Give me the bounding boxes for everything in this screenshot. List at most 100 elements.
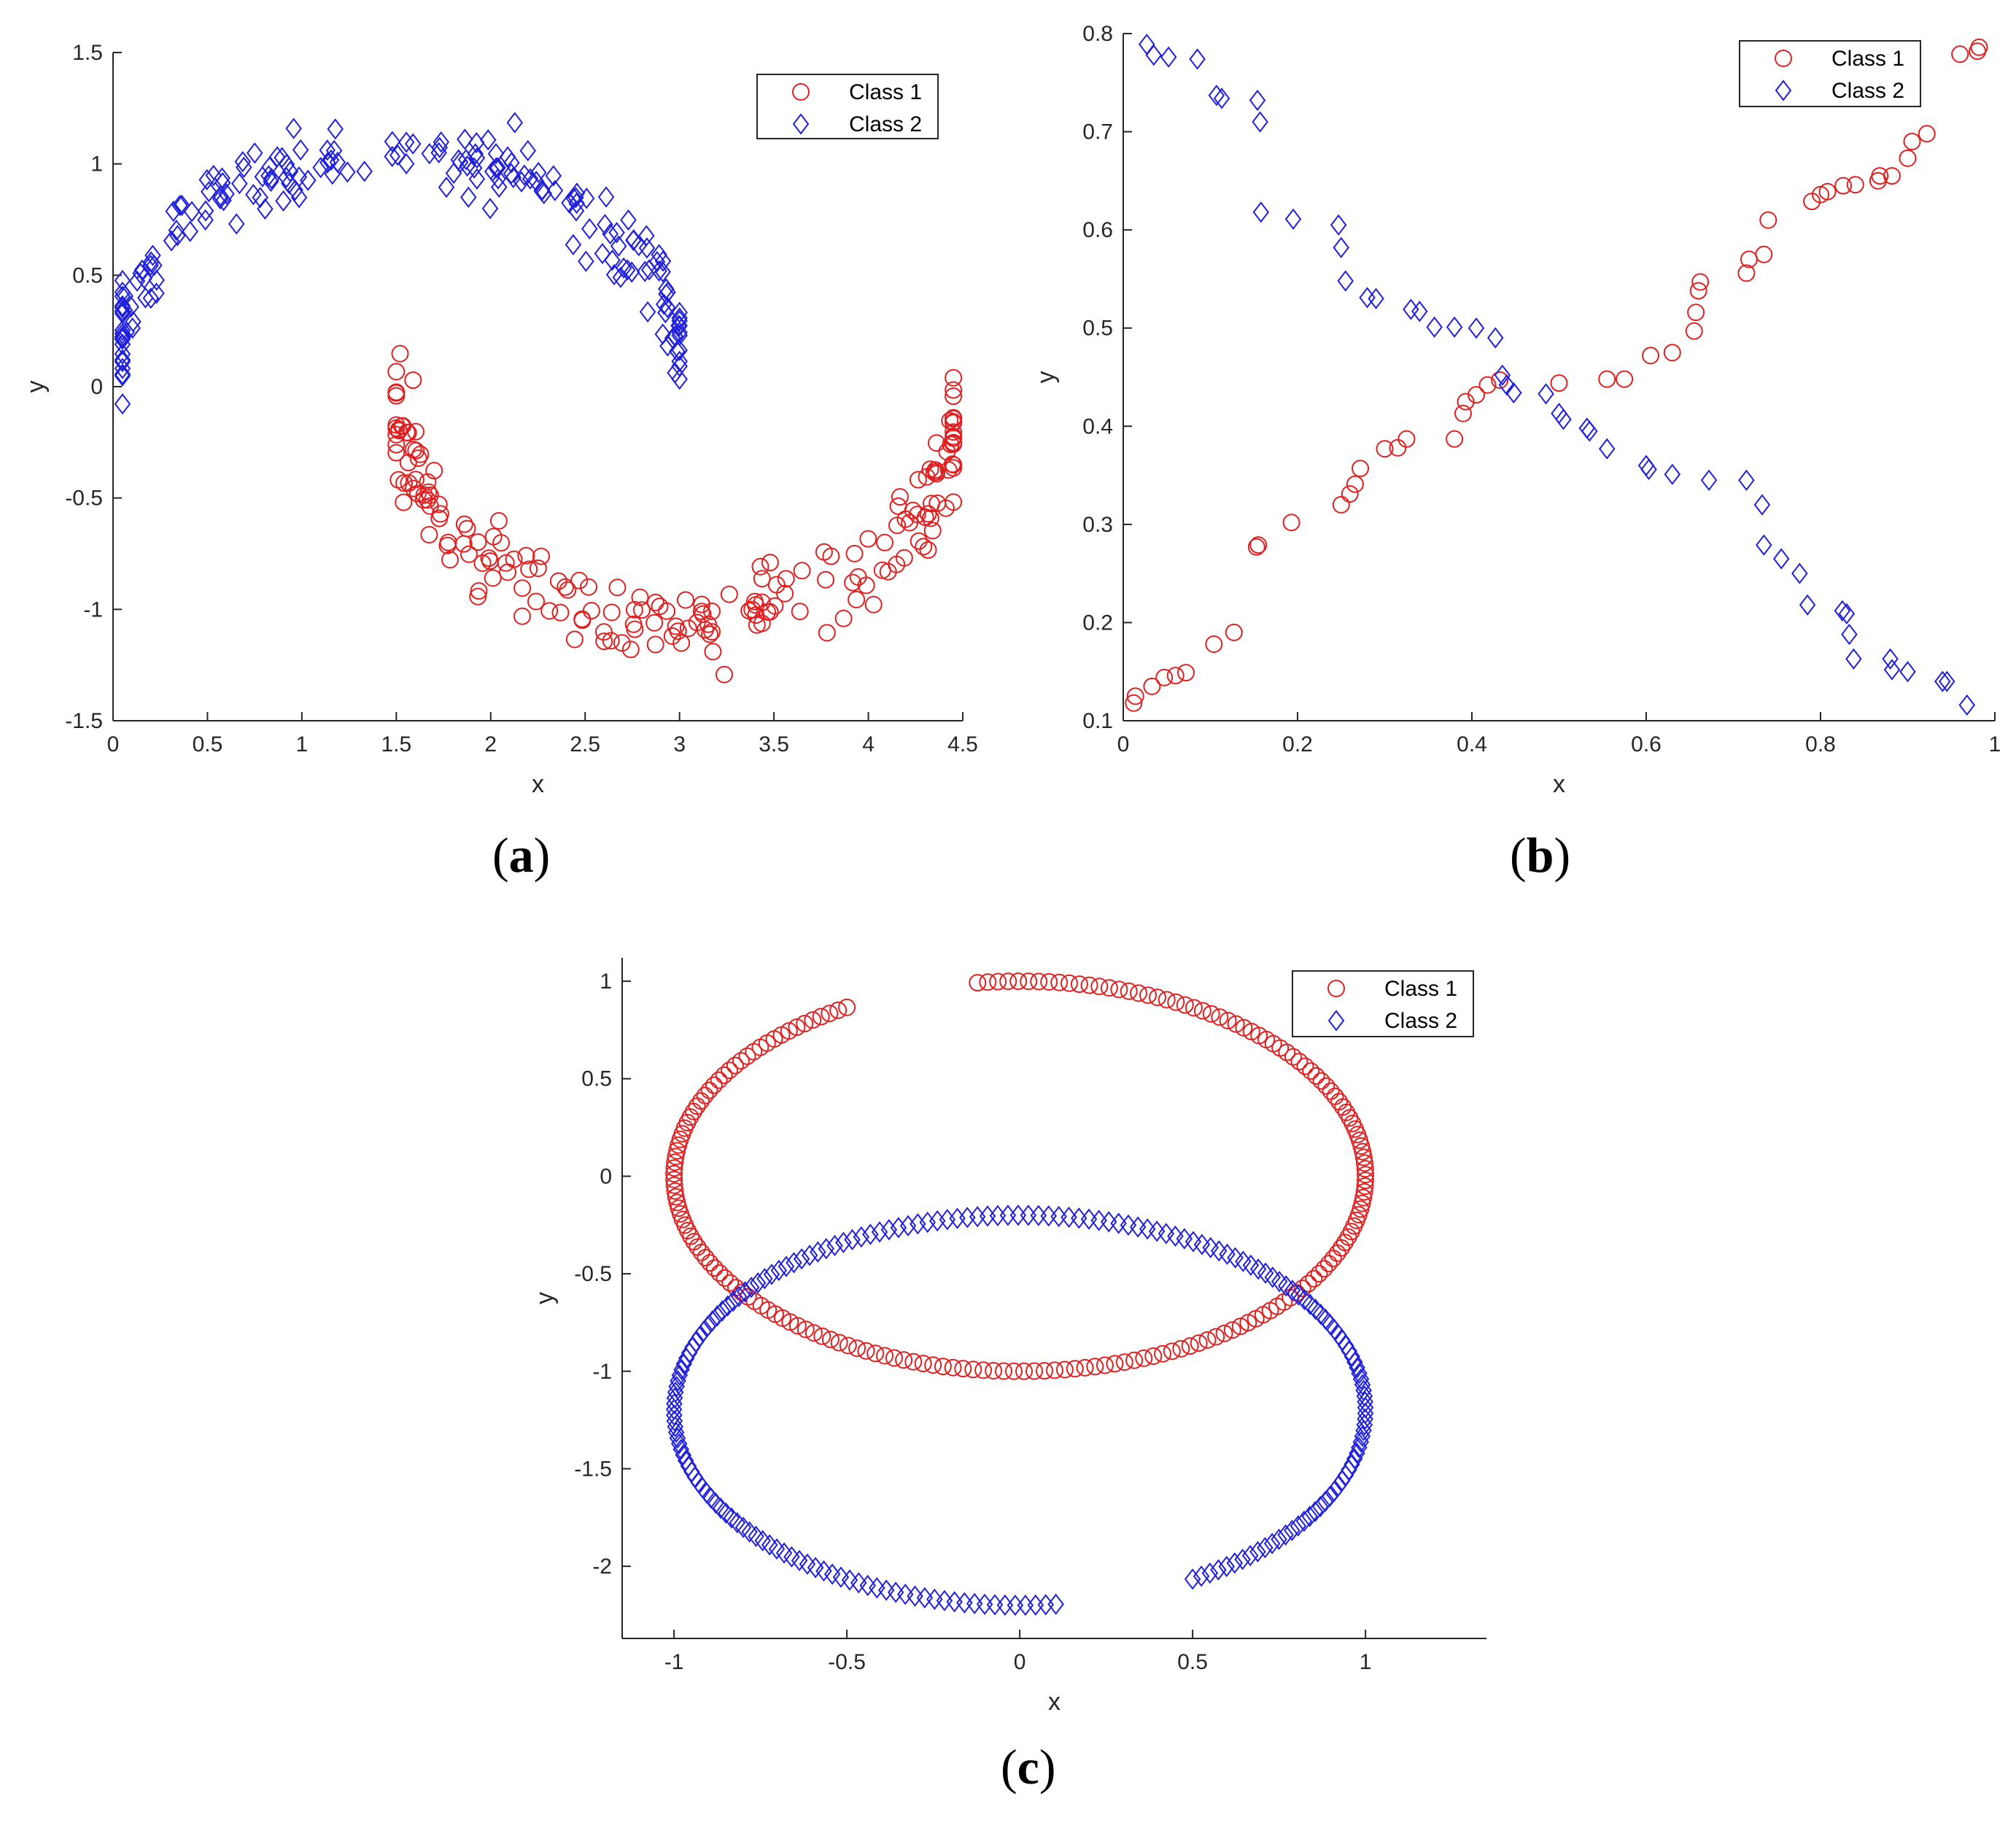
data-point bbox=[1219, 1012, 1237, 1029]
data-point bbox=[667, 1188, 685, 1206]
data-point bbox=[1755, 245, 1773, 263]
data-point bbox=[1305, 1269, 1323, 1288]
data-point bbox=[712, 1497, 729, 1520]
data-point bbox=[327, 118, 344, 140]
data-point bbox=[1009, 1204, 1027, 1226]
data-point bbox=[812, 1007, 830, 1026]
data-point bbox=[387, 444, 406, 462]
data-point bbox=[1883, 659, 1901, 681]
data-point bbox=[615, 257, 632, 279]
data-point bbox=[976, 1593, 993, 1615]
data-point bbox=[923, 522, 942, 540]
data-point bbox=[390, 422, 408, 440]
data-point bbox=[1249, 89, 1266, 112]
data-point bbox=[964, 1361, 982, 1379]
data-point bbox=[292, 139, 309, 161]
data-point bbox=[278, 153, 295, 175]
data-point bbox=[1664, 463, 1681, 485]
data-point bbox=[549, 572, 567, 590]
data-point bbox=[705, 1259, 724, 1277]
data-point bbox=[702, 1487, 720, 1509]
data-point bbox=[969, 974, 987, 992]
data-point bbox=[1538, 383, 1554, 405]
data-point bbox=[1201, 1562, 1219, 1584]
data-point bbox=[751, 557, 769, 576]
data-point bbox=[869, 1577, 885, 1599]
data-point bbox=[1129, 1216, 1147, 1238]
data-point bbox=[625, 229, 643, 251]
data-point bbox=[651, 244, 667, 266]
data-point bbox=[409, 449, 427, 468]
data-point bbox=[1148, 1220, 1166, 1242]
legend: Class 1 Class 2 bbox=[1292, 970, 1474, 1037]
data-point bbox=[1899, 149, 1917, 167]
data-point bbox=[1176, 1228, 1193, 1250]
data-point bbox=[1312, 1303, 1329, 1325]
data-point bbox=[916, 1587, 934, 1609]
data-point bbox=[1247, 538, 1265, 556]
data-point bbox=[1149, 988, 1166, 1007]
data-point bbox=[551, 603, 570, 622]
data-point bbox=[876, 533, 893, 551]
data-point bbox=[783, 1546, 800, 1568]
data-point bbox=[821, 1005, 839, 1023]
data-point bbox=[694, 1476, 711, 1499]
data-point bbox=[407, 441, 425, 460]
data-point bbox=[1332, 495, 1350, 514]
data-point bbox=[665, 1159, 683, 1177]
data-point bbox=[651, 597, 669, 616]
data-point bbox=[133, 259, 151, 282]
data-point bbox=[780, 1022, 798, 1040]
data-point bbox=[895, 549, 913, 567]
data-point bbox=[716, 1269, 734, 1287]
data-point bbox=[810, 1241, 826, 1263]
data-point bbox=[398, 423, 416, 441]
y-tick-label: 0 bbox=[600, 1164, 612, 1188]
data-point bbox=[1198, 1331, 1217, 1349]
y-tick-label: 1 bbox=[600, 969, 612, 994]
data-point bbox=[114, 320, 131, 341]
data-point bbox=[398, 131, 415, 153]
x-tick-label: 0.5 bbox=[193, 732, 223, 756]
data-point bbox=[1158, 1223, 1175, 1245]
data-point bbox=[1293, 1280, 1311, 1298]
data-point bbox=[621, 640, 640, 659]
data-point bbox=[1225, 623, 1243, 641]
data-point bbox=[228, 213, 245, 235]
data-point bbox=[928, 1209, 946, 1232]
data-point bbox=[1555, 409, 1572, 430]
data-point bbox=[796, 1320, 815, 1339]
data-point bbox=[407, 422, 424, 441]
data-point bbox=[419, 473, 437, 491]
data-point bbox=[580, 578, 597, 596]
data-point bbox=[114, 363, 131, 385]
data-point bbox=[1139, 34, 1155, 55]
data-point bbox=[604, 249, 621, 271]
data-point bbox=[692, 1092, 710, 1110]
x-tick-label: 4.5 bbox=[947, 732, 978, 756]
data-point bbox=[1356, 1160, 1374, 1178]
series-class-2 bbox=[1139, 34, 1976, 716]
data-point bbox=[793, 1248, 810, 1270]
y-tick-label: 0.4 bbox=[1082, 414, 1113, 438]
data-point bbox=[114, 285, 131, 307]
data-point bbox=[1234, 1548, 1251, 1571]
data-point bbox=[1208, 85, 1225, 107]
data-point bbox=[503, 152, 520, 174]
data-point bbox=[1163, 1342, 1181, 1361]
data-point bbox=[384, 145, 400, 168]
data-point bbox=[438, 177, 455, 198]
data-point bbox=[648, 251, 666, 273]
data-point bbox=[835, 1231, 852, 1253]
data-point bbox=[701, 625, 719, 643]
x-tick-label: 1.5 bbox=[381, 732, 411, 756]
data-point bbox=[986, 1594, 1004, 1616]
data-point bbox=[919, 505, 937, 523]
y-tick-label: 0.3 bbox=[1082, 513, 1113, 537]
data-point bbox=[928, 434, 945, 452]
data-point bbox=[467, 143, 484, 165]
data-point bbox=[565, 233, 582, 256]
series-class-2 bbox=[665, 1204, 1374, 1617]
data-point bbox=[1005, 1362, 1023, 1380]
data-point bbox=[895, 1351, 913, 1369]
